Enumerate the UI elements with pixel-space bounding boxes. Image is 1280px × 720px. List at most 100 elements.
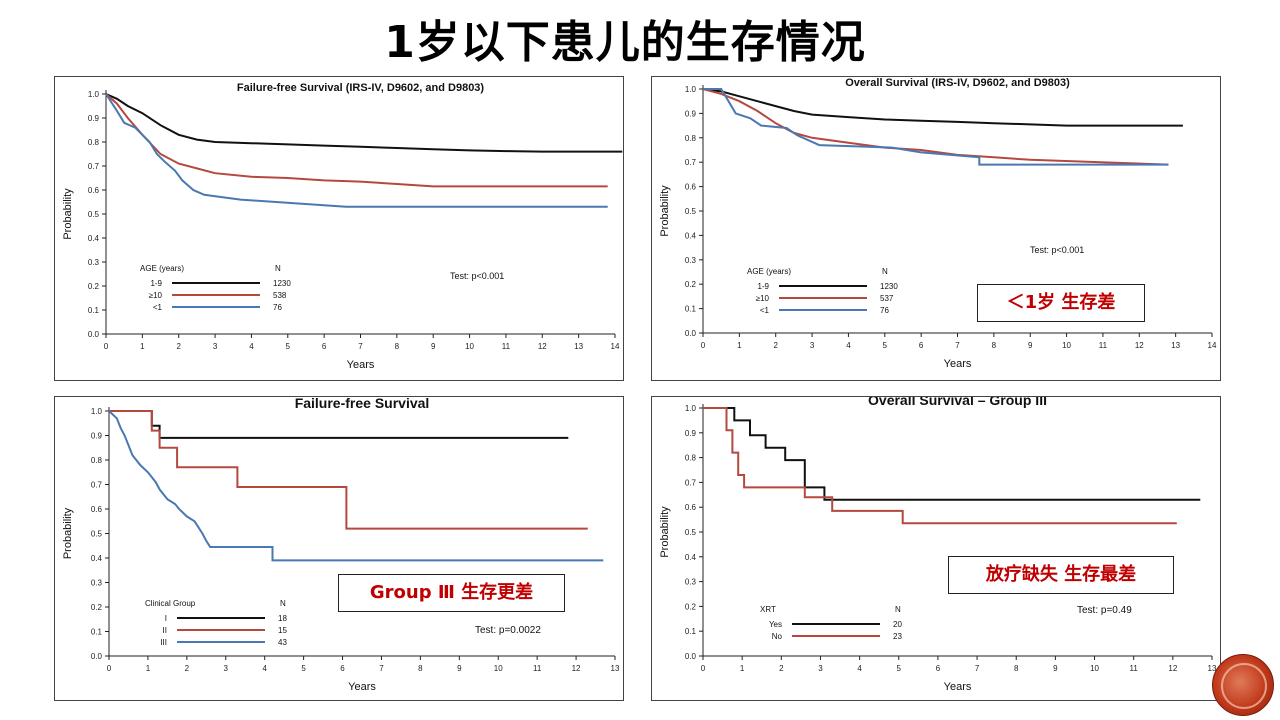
- x-tick-label: 10: [1090, 664, 1099, 673]
- legend-label: No: [772, 632, 783, 641]
- legend-n-value: 18: [278, 614, 287, 623]
- x-tick-label: 10: [494, 664, 503, 673]
- x-tick-label: 11: [1099, 341, 1108, 350]
- x-tick-label: 11: [1130, 664, 1139, 673]
- series-line-<1: [105, 93, 608, 208]
- x-tick-label: 0: [107, 664, 112, 673]
- legend-title: Clinical Group: [145, 599, 196, 608]
- legend-title: AGE (years): [747, 267, 791, 276]
- x-axis-label: Years: [348, 681, 376, 693]
- y-tick-label: 0.2: [685, 280, 697, 289]
- series-line-≥10: [105, 93, 608, 188]
- y-tick-label: 0.7: [88, 162, 100, 171]
- y-tick-label: 0.9: [685, 109, 697, 118]
- ffs-all-ages-chart: Failure-free Survival (IRS-IV, D9602, an…: [62, 82, 623, 371]
- legend-label: II: [163, 626, 167, 635]
- y-tick-label: 0.1: [685, 305, 697, 314]
- legend-n-header: N: [895, 605, 901, 614]
- x-tick-label: 6: [936, 664, 941, 673]
- y-tick-label: 0.4: [685, 553, 697, 562]
- x-tick-label: 4: [262, 664, 267, 673]
- y-tick-label: 0.4: [685, 231, 697, 240]
- x-tick-label: 3: [213, 342, 218, 351]
- x-tick-label: 10: [1062, 341, 1071, 350]
- y-tick-label: 0.8: [685, 134, 697, 143]
- x-tick-label: 14: [1208, 341, 1217, 350]
- legend-n-value: 43: [278, 638, 287, 647]
- x-axis-label: Years: [944, 681, 972, 693]
- y-tick-label: 0.9: [685, 429, 697, 438]
- x-axis-label: Years: [944, 358, 972, 370]
- x-tick-label: 13: [1208, 664, 1217, 673]
- y-tick-label: 0.8: [91, 456, 103, 465]
- y-tick-label: 0.0: [91, 652, 103, 661]
- y-tick-label: 0.4: [91, 554, 103, 563]
- x-tick-label: 9: [457, 664, 462, 673]
- chart-title: Failure-free Survival (IRS-IV, D9602, an…: [237, 82, 485, 94]
- series-line-III: [108, 410, 604, 562]
- x-tick-label: 1: [146, 664, 151, 673]
- y-tick-label: 0.0: [88, 330, 100, 339]
- y-tick-label: 0.2: [88, 282, 100, 291]
- x-tick-label: 8: [1014, 664, 1019, 673]
- x-tick-label: 13: [574, 342, 583, 351]
- x-tick-label: 12: [1135, 341, 1144, 350]
- y-tick-label: 1.0: [685, 404, 697, 413]
- y-tick-label: 0.3: [91, 579, 103, 588]
- x-tick-label: 8: [395, 342, 400, 351]
- x-tick-label: 5: [897, 664, 902, 673]
- legend-label: ≥10: [149, 291, 163, 300]
- y-tick-label: 0.6: [685, 183, 697, 192]
- chart-title: Failure-free Survival: [295, 397, 430, 411]
- y-tick-label: 0.3: [88, 258, 100, 267]
- x-tick-label: 5: [286, 342, 291, 351]
- x-tick-label: 7: [975, 664, 980, 673]
- legend-n-value: 20: [893, 620, 902, 629]
- y-axis-label: Probability: [659, 506, 671, 558]
- series-line-1-9: [702, 88, 1183, 127]
- logo-seal: [1212, 654, 1274, 716]
- legend-label: 1-9: [757, 282, 769, 291]
- series-line-No: [703, 407, 1177, 525]
- test-p-value: Test: p=0.0022: [475, 625, 541, 636]
- x-tick-label: 7: [379, 664, 384, 673]
- legend-n-header: N: [275, 264, 281, 273]
- test-p-value: Test: p<0.001: [450, 271, 504, 281]
- legend-label: III: [160, 638, 167, 647]
- x-tick-label: 4: [857, 664, 862, 673]
- series-line-1-9: [105, 93, 623, 153]
- chart-panel-os-group-iii: Overall Survival – Group III 0.0 0.1 0.2 0.3…: [651, 396, 1221, 701]
- x-tick-label: 4: [249, 342, 254, 351]
- page-title: 1岁以下患儿的生存情况: [384, 17, 866, 68]
- y-tick-label: 0.8: [685, 454, 697, 463]
- y-tick-label: 0.5: [685, 207, 697, 216]
- y-tick-label: 0.7: [91, 481, 103, 490]
- callout-under-1-poor-survival: ＜1岁 生存差: [977, 284, 1145, 322]
- x-tick-label: 11: [533, 664, 542, 673]
- os-group-iii-chart: Overall Survival – Group III 0.0 0.1 0.2 0.3…: [659, 397, 1217, 693]
- x-tick-label: 4: [846, 341, 851, 350]
- y-axis-label: Probability: [62, 188, 74, 240]
- x-tick-label: 9: [1028, 341, 1033, 350]
- y-axis-label: Probability: [62, 507, 74, 559]
- y-tick-label: 1.0: [685, 85, 697, 94]
- x-tick-label: 2: [185, 664, 190, 673]
- y-tick-label: 1.0: [88, 90, 100, 99]
- y-tick-label: 0.6: [88, 186, 100, 195]
- x-tick-label: 2: [773, 341, 778, 350]
- legend-label: <1: [760, 306, 770, 315]
- x-tick-label: 12: [572, 664, 581, 673]
- y-tick-label: 0.5: [88, 210, 100, 219]
- legend-n-value: 1230: [880, 282, 898, 291]
- y-tick-label: 0.5: [91, 530, 103, 539]
- legend-label: 1-9: [150, 279, 162, 288]
- chart-panel-os-all-ages: Overall Survival (IRS-IV, D9602, and D98…: [651, 76, 1221, 381]
- y-tick-label: 0.7: [685, 478, 697, 487]
- y-tick-label: 0.8: [88, 138, 100, 147]
- x-tick-label: 0: [701, 664, 706, 673]
- x-tick-label: 6: [322, 342, 327, 351]
- legend-n-value: 537: [880, 294, 894, 303]
- y-tick-label: 0.2: [91, 603, 103, 612]
- y-tick-label: 0.4: [88, 234, 100, 243]
- chart-title: Overall Survival – Group III: [868, 397, 1047, 408]
